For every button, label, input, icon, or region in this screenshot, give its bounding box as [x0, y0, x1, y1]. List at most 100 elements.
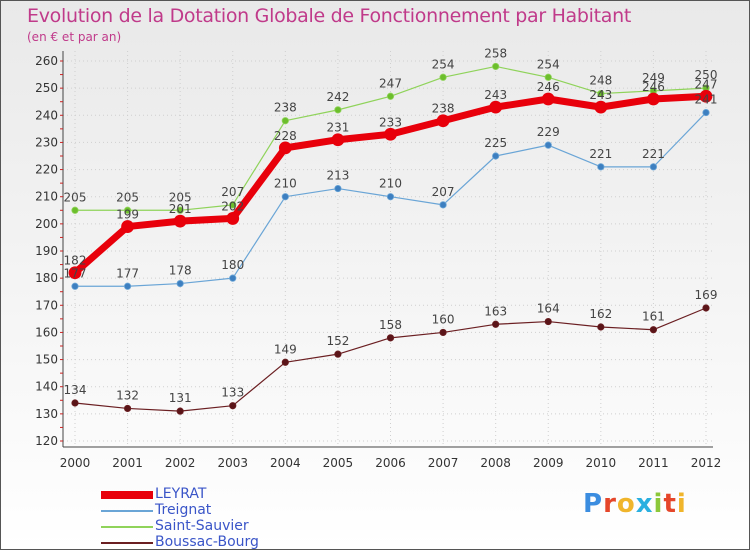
data-label-treignat: 180	[221, 258, 244, 272]
chart-title: Evolution de la Dotation Globale de Fonc…	[27, 5, 632, 27]
logo-letter: P	[583, 489, 604, 519]
data-label-saint-sauvier: 205	[64, 190, 87, 204]
data-label-saint-sauvier: 238	[274, 101, 297, 115]
data-label-treignat: 210	[379, 177, 402, 191]
data-label-boussac-bourg: 160	[432, 312, 455, 326]
series	[68, 62, 713, 415]
data-point-saint-sauvier	[229, 201, 237, 209]
data-label-leyrat: 231	[326, 121, 349, 135]
data-point-leyrat	[436, 114, 450, 128]
data-label-saint-sauvier: 205	[169, 190, 192, 204]
data-point-treignat	[597, 163, 605, 171]
data-label-saint-sauvier: 250	[695, 68, 718, 82]
data-point-treignat	[334, 184, 342, 193]
data-point-leyrat	[594, 100, 608, 114]
data-point-boussac-bourg	[229, 402, 237, 410]
data-point-treignat	[439, 201, 447, 209]
logo-letter: i	[653, 489, 664, 519]
data-label-leyrat: 182	[64, 254, 87, 268]
data-label-leyrat: 243	[589, 88, 612, 102]
x-tick-label: 2005	[323, 456, 354, 470]
y-tick-label: 120	[35, 434, 58, 448]
data-label-saint-sauvier: 258	[484, 46, 507, 60]
logo-letter: o	[616, 489, 636, 519]
y-tick-label: 220	[35, 163, 58, 177]
data-point-saint-sauvier	[439, 73, 447, 81]
data-point-saint-sauvier	[386, 92, 395, 100]
logo-letter: r	[603, 489, 617, 519]
grid	[63, 51, 713, 447]
data-label-treignat: 177	[116, 266, 139, 280]
data-point-saint-sauvier	[334, 106, 342, 114]
data-label-treignat: 229	[537, 125, 560, 139]
data-point-treignat	[544, 141, 552, 149]
data-label-boussac-bourg: 163	[484, 304, 507, 318]
data-point-treignat	[649, 163, 658, 171]
legend-swatch	[101, 526, 153, 528]
data-point-saint-sauvier	[544, 73, 552, 81]
y-tick-label: 190	[35, 244, 58, 258]
y-tick-label: 130	[35, 407, 58, 421]
data-point-treignat	[702, 108, 710, 117]
y-tick-label: 200	[35, 217, 58, 231]
data-label-boussac-bourg: 149	[274, 342, 297, 356]
data-point-saint-sauvier	[597, 89, 605, 98]
data-point-treignat	[492, 152, 500, 160]
data-label-treignat: 241	[695, 93, 718, 107]
data-point-leyrat	[278, 141, 292, 155]
legend-label: Saint-Sauvier	[155, 518, 249, 534]
axes: 120 130 140 150 160 170 180 190 200 210 220 230 240 2…	[35, 51, 721, 470]
legend-label: Boussac-Bourg	[155, 534, 259, 550]
data-point-boussac-bourg	[702, 304, 710, 312]
data-point-boussac-bourg	[386, 334, 395, 342]
data-point-treignat	[281, 193, 289, 201]
x-tick-label: 2011	[638, 456, 669, 470]
x-tick-label: 2002	[165, 456, 196, 470]
data-point-treignat	[123, 282, 132, 290]
legend-swatch	[101, 542, 153, 544]
data-point-leyrat	[121, 220, 134, 233]
data-point-leyrat	[699, 89, 713, 103]
data-label-treignat: 177	[64, 266, 87, 280]
data-label-boussac-bourg: 158	[379, 318, 402, 332]
data-label-saint-sauvier: 249	[642, 71, 665, 85]
data-label-boussac-bourg: 162	[589, 307, 612, 321]
data-label-treignat: 210	[274, 177, 297, 191]
x-tick-label: 2006	[375, 456, 406, 470]
x-tick-label: 2010	[586, 456, 617, 470]
y-tick-label: 150	[35, 353, 58, 367]
chart-subtitle: (en € et par an)	[27, 30, 122, 44]
data-label-saint-sauvier: 247	[379, 76, 402, 90]
data-label-saint-sauvier: 205	[116, 190, 139, 204]
data-point-boussac-bourg	[334, 350, 342, 358]
data-label-leyrat: 246	[537, 80, 560, 94]
data-label-boussac-bourg: 132	[116, 388, 139, 402]
data-point-boussac-bourg	[439, 328, 447, 337]
data-point-boussac-bourg	[176, 407, 184, 415]
data-label-treignat: 213	[326, 169, 349, 183]
data-point-treignat	[386, 193, 395, 201]
data-point-treignat	[176, 279, 184, 288]
data-point-leyrat	[541, 92, 555, 106]
data-label-leyrat: 202	[221, 199, 244, 213]
y-tick-label: 240	[35, 108, 58, 122]
logo-letter: t	[663, 489, 677, 519]
data-label-leyrat: 233	[379, 115, 402, 129]
data-label-boussac-bourg: 152	[326, 334, 349, 348]
legend-label: LEYRAT	[155, 486, 207, 502]
data-point-treignat	[229, 274, 237, 282]
data-labels: 177 177 178 180 210 213 210 207 225 229 221 221 241 2…	[64, 46, 718, 405]
data-point-leyrat	[173, 214, 187, 228]
y-tick-label: 230	[35, 135, 58, 149]
data-point-boussac-bourg	[71, 399, 79, 407]
data-label-boussac-bourg: 169	[695, 288, 718, 302]
data-label-boussac-bourg: 133	[221, 386, 244, 400]
data-label-leyrat: 247	[695, 77, 718, 91]
data-label-treignat: 178	[169, 264, 192, 278]
data-label-treignat: 207	[432, 185, 455, 199]
data-label-leyrat: 246	[642, 80, 665, 94]
data-point-boussac-bourg	[649, 326, 658, 334]
y-tick-label: 250	[35, 81, 58, 95]
data-point-saint-sauvier	[176, 206, 184, 214]
